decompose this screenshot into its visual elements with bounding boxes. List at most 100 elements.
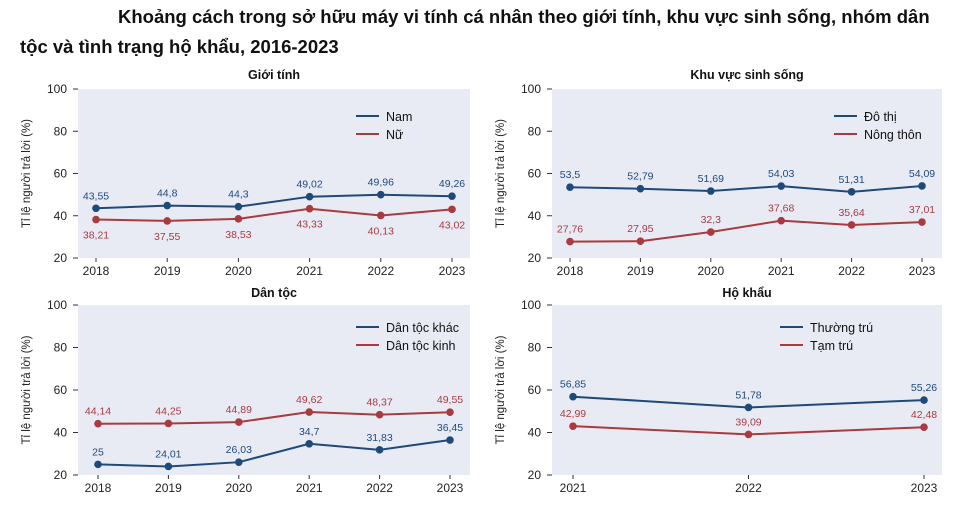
- data-point: [163, 217, 171, 225]
- legend-label: Nam: [386, 110, 412, 124]
- data-label: 56,85: [560, 379, 586, 391]
- y-axis-label: Tỉ lệ người trả lời (%): [21, 119, 33, 228]
- y-tick-label: 60: [54, 383, 68, 397]
- data-label: 44,25: [155, 405, 181, 417]
- data-label: 52,79: [627, 171, 653, 183]
- y-tick-label: 80: [54, 124, 68, 138]
- y-tick-label: 100: [47, 298, 67, 312]
- data-point: [777, 216, 785, 225]
- data-point: [744, 430, 753, 439]
- series-line: [569, 184, 923, 193]
- y-tick-label: 20: [528, 251, 542, 265]
- data-label: 34,7: [299, 426, 320, 438]
- x-tick-label: 2019: [155, 481, 182, 495]
- data-label: 43,02: [439, 219, 465, 231]
- data-label: 38,53: [225, 229, 251, 241]
- y-tick-label: 60: [54, 167, 68, 181]
- x-tick-label: 2022: [838, 264, 865, 278]
- x-tick-label: 2023: [909, 264, 936, 278]
- data-label: 43,33: [296, 219, 322, 231]
- data-label: 26,03: [226, 444, 252, 456]
- legend-label: Dân tộc khác: [386, 321, 459, 335]
- x-tick-label: 2018: [83, 264, 110, 278]
- x-tick-label: 2021: [768, 264, 795, 278]
- series-line: [97, 439, 451, 468]
- data-label: 44,89: [226, 404, 252, 416]
- x-tick-label: 2018: [85, 481, 112, 495]
- y-tick-label: 20: [54, 468, 68, 482]
- data-label: 24,01: [155, 448, 181, 460]
- data-point: [92, 215, 100, 224]
- data-point: [305, 192, 314, 201]
- data-label: 54,09: [909, 168, 935, 180]
- data-label: 37,01: [909, 204, 935, 216]
- data-label: 37,68: [768, 203, 794, 215]
- data-label: 48,37: [366, 397, 392, 409]
- y-tick-label: 80: [528, 341, 542, 355]
- panel-title: Hộ khẩu: [722, 286, 771, 300]
- data-label: 49,55: [437, 394, 463, 406]
- page-title: Khoảng cách trong sở hữu máy vi tính cá …: [20, 6, 930, 57]
- data-point: [164, 462, 173, 471]
- data-point: [918, 218, 926, 226]
- data-point: [234, 215, 243, 223]
- data-point: [446, 408, 454, 417]
- data-point: [569, 392, 577, 401]
- x-tick-label: 2023: [439, 264, 466, 278]
- data-point: [918, 182, 926, 190]
- data-label: 43,55: [83, 190, 109, 202]
- plot-area: [552, 305, 942, 475]
- data-point: [847, 221, 856, 229]
- data-point: [235, 418, 243, 426]
- data-label: 38,21: [83, 230, 109, 242]
- data-point: [305, 204, 314, 213]
- panel-title: Giới tính: [248, 68, 300, 82]
- data-label: 36,45: [437, 422, 463, 434]
- series-line: [95, 207, 453, 222]
- data-point: [847, 188, 856, 196]
- x-tick-label: 2023: [437, 481, 464, 495]
- data-label: 31,83: [366, 432, 392, 444]
- series-line: [569, 219, 923, 243]
- x-tick-label: 2020: [225, 264, 252, 278]
- data-point: [377, 190, 385, 199]
- data-point: [744, 403, 753, 412]
- y-tick-label: 40: [528, 209, 542, 223]
- data-point: [163, 201, 171, 210]
- data-label: 49,26: [439, 178, 465, 190]
- y-tick-label: 100: [521, 298, 541, 312]
- data-label: 44,14: [85, 406, 111, 418]
- y-axis-label: Tỉ lệ người trả lời (%): [495, 335, 507, 444]
- data-point: [920, 396, 928, 404]
- y-axis-label: Tỉ lệ người trả lời (%): [21, 335, 33, 444]
- plot-area: [552, 89, 942, 258]
- data-label: 27,95: [627, 223, 653, 235]
- legend-label: Thường trú: [810, 321, 873, 335]
- y-tick-label: 60: [528, 167, 542, 181]
- data-point: [636, 184, 645, 193]
- y-tick-label: 60: [528, 383, 542, 397]
- data-label: 55,26: [911, 382, 937, 394]
- y-tick-label: 40: [54, 426, 68, 440]
- data-point: [234, 202, 243, 211]
- series-line: [97, 411, 451, 425]
- y-tick-label: 20: [54, 251, 68, 265]
- x-tick-label: 2022: [366, 481, 393, 495]
- plot-area: [78, 89, 470, 258]
- x-tick-label: 2021: [560, 481, 587, 495]
- legend-label: Đô thị: [864, 110, 897, 124]
- data-point: [448, 192, 456, 200]
- data-label: 25: [92, 446, 104, 458]
- data-label: 44,3: [228, 189, 249, 201]
- data-point: [636, 237, 645, 246]
- data-label: 51,78: [735, 389, 761, 401]
- data-point: [566, 237, 574, 246]
- data-label: 49,02: [296, 179, 322, 191]
- data-point: [377, 211, 385, 220]
- x-tick-label: 2022: [367, 264, 394, 278]
- data-point: [569, 422, 577, 430]
- data-label: 54,03: [768, 168, 794, 180]
- data-label: 42,99: [560, 408, 586, 420]
- y-tick-label: 100: [47, 82, 67, 96]
